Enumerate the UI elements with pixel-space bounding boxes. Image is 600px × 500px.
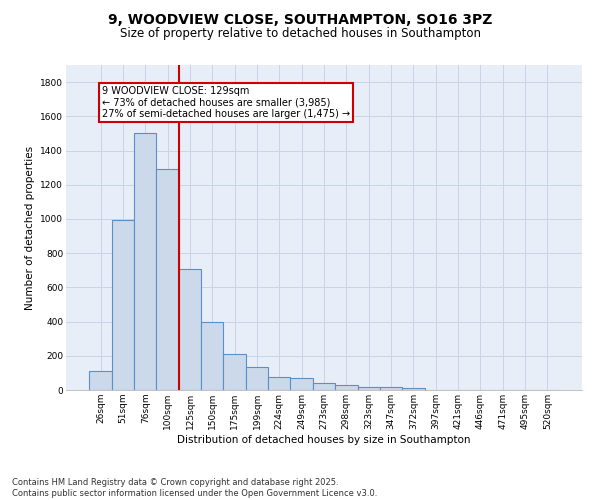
Y-axis label: Number of detached properties: Number of detached properties — [25, 146, 35, 310]
Bar — [134, 134, 157, 390]
Bar — [246, 367, 268, 390]
Bar — [313, 383, 335, 390]
Bar — [223, 354, 246, 390]
Bar — [157, 170, 179, 390]
Bar — [268, 377, 290, 390]
Bar — [201, 322, 223, 390]
Text: Contains HM Land Registry data © Crown copyright and database right 2025.
Contai: Contains HM Land Registry data © Crown c… — [12, 478, 377, 498]
Bar — [380, 388, 402, 390]
Bar — [112, 220, 134, 390]
Bar — [89, 371, 112, 390]
Bar — [402, 388, 425, 390]
Text: Size of property relative to detached houses in Southampton: Size of property relative to detached ho… — [119, 28, 481, 40]
X-axis label: Distribution of detached houses by size in Southampton: Distribution of detached houses by size … — [177, 434, 471, 444]
Text: 9, WOODVIEW CLOSE, SOUTHAMPTON, SO16 3PZ: 9, WOODVIEW CLOSE, SOUTHAMPTON, SO16 3PZ — [108, 12, 492, 26]
Bar — [179, 270, 201, 390]
Bar — [358, 388, 380, 390]
Text: 9 WOODVIEW CLOSE: 129sqm
← 73% of detached houses are smaller (3,985)
27% of sem: 9 WOODVIEW CLOSE: 129sqm ← 73% of detach… — [102, 86, 350, 118]
Bar — [335, 385, 358, 390]
Bar — [290, 378, 313, 390]
